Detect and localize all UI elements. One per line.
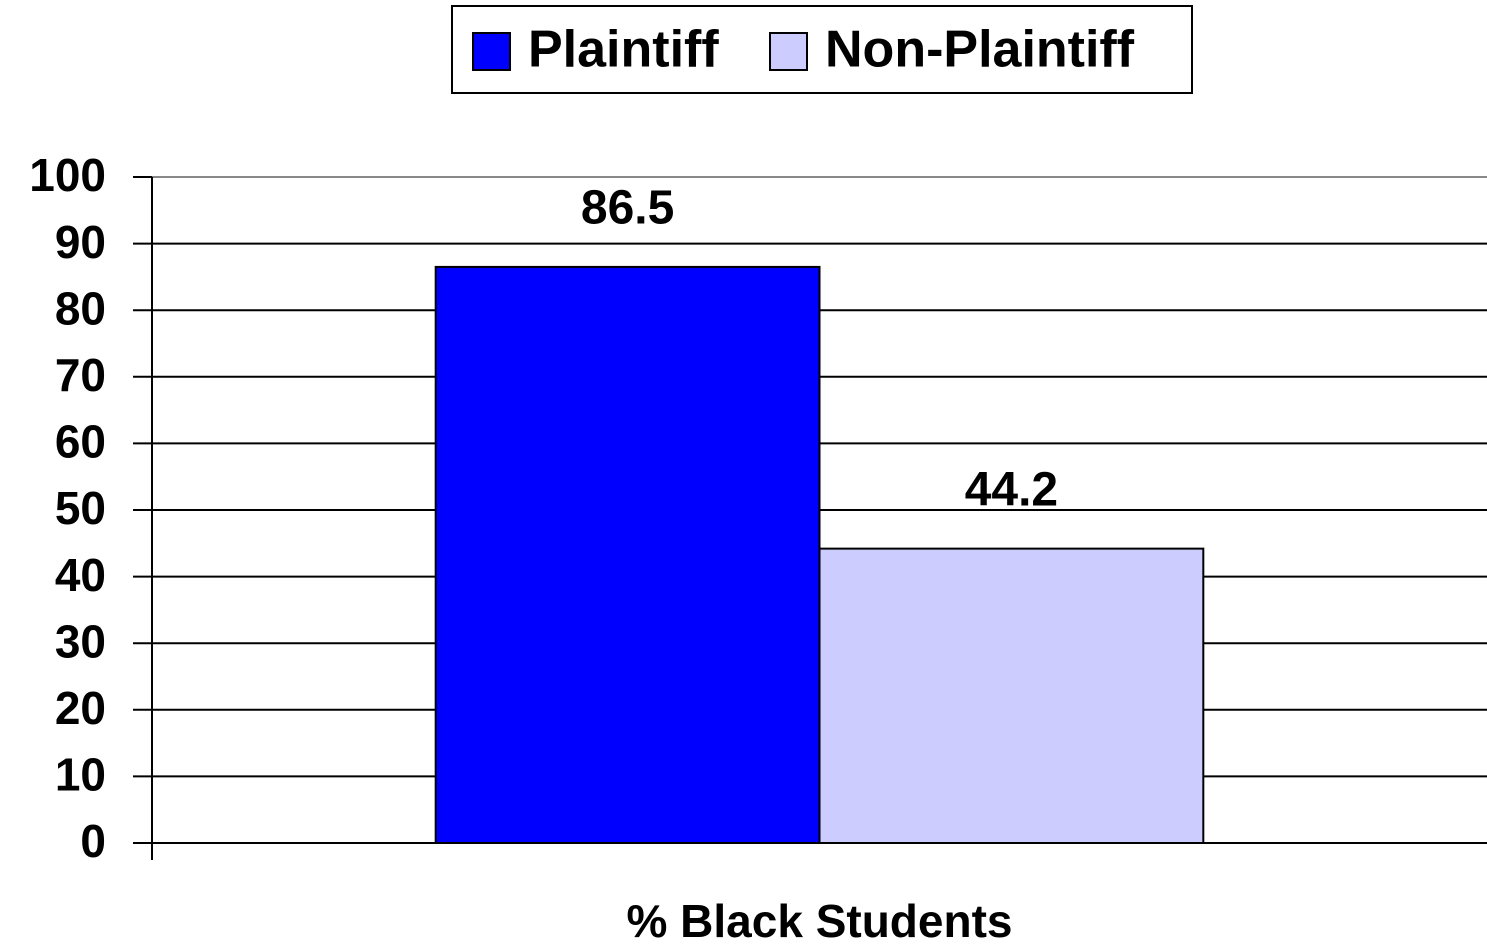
legend-label: Plaintiff	[528, 21, 719, 79]
bar	[434, 265, 821, 845]
y-tick-label: 20	[55, 682, 106, 734]
legend-label: Non-Plaintiff	[825, 21, 1135, 79]
y-tick-label: 40	[55, 549, 106, 601]
y-tick-label: 10	[55, 749, 106, 801]
y-tick-label: 60	[55, 416, 106, 468]
y-tick-label: 70	[55, 349, 106, 401]
y-tick-label: 50	[55, 482, 106, 534]
x-tick-label: % Black Students	[627, 895, 1013, 947]
y-tick-label: 80	[55, 282, 106, 334]
legend-box	[451, 5, 1193, 94]
data-label: 44.2	[965, 463, 1058, 516]
legend-swatch	[769, 32, 808, 71]
y-tick-label: 30	[55, 615, 106, 667]
y-tick-label: 0	[80, 815, 106, 867]
y-tick-label: 100	[29, 149, 106, 201]
bar	[818, 547, 1205, 844]
y-tick-label: 90	[55, 216, 106, 268]
data-label: 86.5	[581, 182, 674, 235]
legend-swatch	[472, 32, 511, 71]
